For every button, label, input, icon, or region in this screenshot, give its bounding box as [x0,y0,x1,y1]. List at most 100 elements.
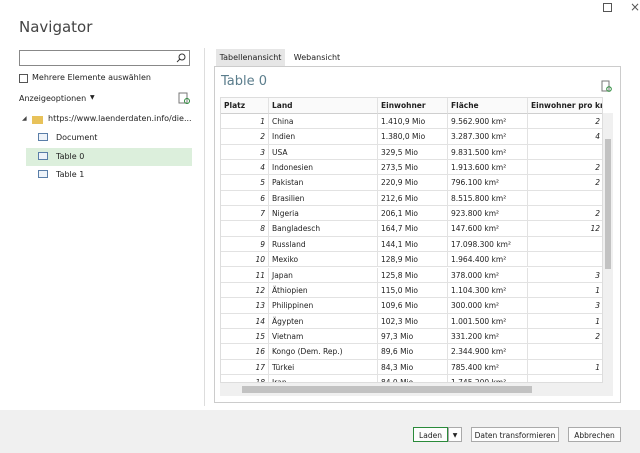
table-cell: 923.800 km² [448,206,528,222]
table-cell: Bangladesch [269,221,378,237]
table-cell: 8.515.800 km² [448,190,528,207]
table-cell: 147.600 km² [448,221,528,237]
row-number: 11 [221,267,269,283]
table-cell [528,375,602,382]
table-icon [38,133,48,141]
vertical-scrollbar[interactable] [603,113,613,383]
table-cell: 3 [528,268,602,283]
transform-button[interactable]: Daten transformieren [471,427,559,442]
table-cell: 212,6 Mio [378,190,448,207]
row-number: 1 [221,114,269,130]
table-cell: 12 [528,221,602,237]
table-cell: Vietnam [269,328,378,345]
table-cell: 220,9 Mio [378,175,448,191]
table-cell: 128,9 Mio [378,252,448,268]
table-cell: 329,5 Mio [378,144,448,161]
table-cell: USA [269,144,378,161]
table-cell: 17.098.300 km² [448,236,528,253]
table-cell: 796.100 km² [448,175,528,191]
row-number: 18 [221,374,269,382]
column-header: Fläche [448,98,528,114]
horizontal-scrollbar[interactable] [220,383,613,396]
row-number: 9 [221,236,269,253]
table-cell [528,191,602,207]
table-cell: Äthiopien [269,282,378,299]
table-cell [528,145,602,161]
expand-arrow[interactable]: ◢ [22,115,27,122]
display-options[interactable]: Anzeigeoptionen [19,94,87,103]
table-cell: 331.200 km² [448,328,528,345]
table-cell: 3 [528,298,602,314]
table-cell: 84,0 Mio [378,374,448,382]
table-cell: 164,7 Mio [378,221,448,237]
load-dropdown[interactable]: ▼ [448,427,462,442]
table-cell: 1.104.300 km² [448,282,528,299]
table-cell: Nigeria [269,206,378,222]
maximize-button[interactable] [603,3,612,12]
divider [204,48,205,406]
row-number: 14 [221,313,269,329]
table-cell: Pakistan [269,175,378,191]
row-number: 6 [221,190,269,207]
table-cell: 1 [528,360,602,375]
table-cell: 378.000 km² [448,267,528,283]
table-cell [528,237,602,253]
checkbox-label: Mehrere Elemente auswählen [32,73,151,82]
tree-item[interactable]: Table 1 [56,170,85,179]
row-number: 13 [221,298,269,314]
row-number: 7 [221,206,269,222]
folder-icon [32,116,43,124]
table-cell: 2 [528,114,602,130]
table-cell: 84,3 Mio [378,359,448,375]
table-cell: 785.400 km² [448,359,528,375]
table-cell: Philippinen [269,298,378,314]
row-number: 10 [221,252,269,268]
load-button[interactable]: Laden [413,427,448,442]
checkbox[interactable] [19,74,28,83]
refresh-icon[interactable] [178,92,190,104]
table-cell: 1.380,0 Mio [378,129,448,145]
table-cell: 2 [528,160,602,176]
table-cell: 1.913.600 km² [448,160,528,176]
close-button[interactable]: × [630,0,640,14]
table-cell [528,344,602,360]
preview-title: Table 0 [221,74,268,89]
table-cell: 206,1 Mio [378,206,448,222]
table-cell: Brasilien [269,190,378,207]
tree-item[interactable]: Table 0 [56,151,85,161]
tab[interactable]: Tabellenansicht [216,49,285,66]
row-number: 16 [221,344,269,360]
row-number: 4 [221,160,269,176]
table-cell: 102,3 Mio [378,313,448,329]
row-number: 15 [221,328,269,345]
table-cell: Kongo (Dem. Rep.) [269,344,378,360]
table-cell: 4 [528,129,602,145]
table-cell: Indien [269,129,378,145]
table-cell: Mexiko [269,252,378,268]
table-icon [38,170,48,178]
table-cell: 144,1 Mio [378,236,448,253]
column-header: Platz [221,98,269,114]
column-header: Land [269,98,378,114]
table-cell: Japan [269,267,378,283]
preview-pane [214,66,621,403]
table-cell: 9.562.900 km² [448,114,528,130]
column-header: Einwohner pro km² [528,98,602,114]
window-title: Navigator [19,18,93,36]
table-cell: 115,0 Mio [378,282,448,299]
tree-item[interactable]: Document [56,133,98,142]
table-cell: 300.000 km² [448,298,528,314]
table-cell: 1.964.400 km² [448,252,528,268]
search-box[interactable] [19,50,190,66]
preview-refresh-icon[interactable] [601,80,612,92]
tree-root[interactable]: https://www.laenderdaten.info/die... [48,114,192,123]
table-cell: Türkei [269,359,378,375]
table-cell: 2 [528,206,602,222]
tab[interactable]: Webansicht [293,53,341,62]
table-cell: 125,8 Mio [378,267,448,283]
cancel-button[interactable]: Abbrechen [568,427,621,442]
table-cell: 89,6 Mio [378,344,448,360]
table-cell [528,252,602,268]
